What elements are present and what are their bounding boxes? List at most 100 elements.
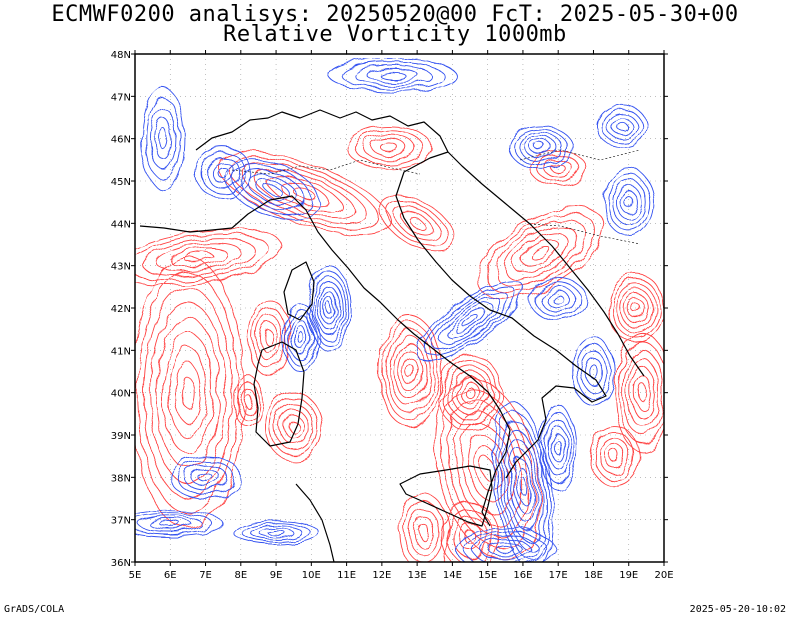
negative-vorticity-contour — [552, 294, 565, 305]
positive-vorticity-contour — [143, 286, 233, 499]
negative-vorticity-contour — [379, 71, 406, 80]
negative-vorticity-contour — [596, 104, 647, 148]
negative-vorticity-contour — [488, 541, 523, 557]
positive-vorticity-contour — [255, 314, 283, 361]
positive-vorticity-contour — [181, 377, 195, 409]
negative-vorticity-contour — [546, 290, 570, 309]
negative-vorticity-contour — [197, 472, 214, 482]
lat-label: 45N — [111, 177, 131, 188]
negative-vorticity-contour — [512, 457, 534, 515]
negative-vorticity-contour — [423, 285, 517, 356]
negative-vorticity-contour — [480, 538, 531, 561]
negative-vorticity-contour — [416, 279, 524, 362]
negative-vorticity-contour — [135, 510, 224, 538]
negative-vorticity-contour — [606, 112, 637, 140]
negative-vorticity-contour — [601, 108, 642, 144]
positive-vorticity-contour — [156, 242, 241, 272]
positive-vorticity-contour — [440, 388, 535, 549]
negative-vorticity-contour — [224, 159, 321, 220]
positive-vorticity-contour — [386, 200, 449, 247]
plot-area — [135, 54, 664, 562]
negative-vorticity-contour — [285, 308, 316, 367]
vorticity-contours — [135, 57, 664, 562]
positive-vorticity-contour — [274, 403, 313, 450]
border-lines — [231, 149, 641, 245]
negative-vorticity-contour — [294, 325, 308, 350]
positive-vorticity-contour — [399, 493, 450, 562]
negative-vorticity-contour — [217, 166, 230, 179]
negative-vorticity-contour — [200, 151, 247, 194]
footer-software-label: GrADS/COLA — [4, 604, 65, 615]
lat-label: 46N — [111, 135, 131, 146]
positive-vorticity-contour — [512, 232, 569, 274]
negative-vorticity-contour — [264, 184, 281, 195]
lon-label: 19E — [619, 570, 638, 581]
positive-vorticity-contour — [627, 297, 645, 319]
negative-vorticity-contour — [529, 139, 552, 155]
lat-label: 37N — [111, 516, 131, 527]
negative-vorticity-contour — [616, 121, 628, 131]
positive-vorticity-contour — [531, 245, 551, 260]
lon-label: 11E — [337, 570, 356, 581]
lon-label: 7E — [199, 570, 212, 581]
lon-label: 5E — [129, 570, 142, 581]
negative-vorticity-contour — [323, 296, 335, 320]
negative-vorticity-contour — [471, 534, 539, 562]
negative-vorticity-contour — [461, 314, 479, 327]
positive-vorticity-contour — [243, 394, 252, 408]
positive-vorticity-contour — [611, 278, 661, 338]
negative-vorticity-contour — [513, 129, 568, 166]
lon-label: 18E — [584, 570, 603, 581]
positive-vorticity-contour — [604, 443, 625, 469]
lon-label: 13E — [408, 570, 427, 581]
positive-vorticity-contour — [346, 125, 432, 169]
negative-vorticity-contour — [524, 136, 557, 159]
positive-vorticity-contour — [377, 316, 443, 427]
coastline — [139, 109, 645, 562]
negative-vorticity-contour — [502, 429, 544, 543]
negative-vorticity-contour — [620, 190, 638, 214]
negative-vorticity-contour — [291, 320, 311, 355]
negative-vorticity-contour — [317, 286, 341, 330]
negative-vorticity-contour — [240, 169, 305, 210]
positive-vorticity-contour — [170, 247, 227, 267]
longitude-labels: 5E 6E 7E 8E 9E 10E 11E 12E 13E 14E 15E 16E 17E 18E 19E… — [129, 570, 674, 581]
positive-vorticity-contour — [626, 358, 660, 428]
positive-vorticity-contour — [437, 354, 503, 432]
lat-label: 41N — [111, 346, 131, 357]
positive-vorticity-contour — [135, 233, 269, 281]
negative-vorticity-contour — [607, 173, 650, 231]
lon-label: 8E — [234, 570, 247, 581]
positive-vorticity-contour — [389, 336, 431, 407]
negative-vorticity-contour — [158, 128, 168, 150]
lat-label: 47N — [111, 92, 131, 103]
latitude-labels: 36N 37N 38N 39N 40N 41N 42N 43N 44N 45N 46N 47N 48N — [111, 50, 131, 569]
positive-vorticity-contour — [283, 414, 304, 439]
positive-vorticity-contour — [288, 420, 299, 433]
negative-vorticity-contour — [611, 117, 633, 135]
negative-vorticity-contour — [211, 161, 235, 184]
positive-vorticity-contour — [379, 142, 398, 152]
positive-vorticity-contour — [609, 449, 620, 463]
positive-vorticity-contour — [354, 129, 424, 165]
negative-vorticity-contour — [341, 61, 444, 90]
positive-vorticity-contour — [217, 151, 392, 237]
axis-ticks — [131, 50, 668, 566]
lon-label: 15E — [478, 570, 497, 581]
negative-vorticity-contour — [297, 331, 305, 344]
positive-vorticity-contour — [291, 187, 318, 201]
lat-label: 39N — [111, 431, 131, 442]
lon-label: 16E — [513, 570, 532, 581]
negative-vorticity-contour — [154, 117, 173, 160]
negative-vorticity-contour — [241, 521, 311, 544]
negative-vorticity-contour — [543, 411, 574, 484]
negative-vorticity-contour — [194, 146, 252, 199]
negative-vorticity-contour — [446, 302, 494, 339]
negative-vorticity-contour — [571, 337, 616, 406]
negative-vorticity-contour — [505, 438, 541, 533]
positive-vorticity-contour — [521, 239, 560, 267]
negative-vorticity-contour — [455, 527, 556, 562]
positive-vorticity-contour — [168, 347, 208, 439]
positive-vorticity-contour — [405, 364, 415, 379]
positive-vorticity-contour — [619, 288, 653, 328]
